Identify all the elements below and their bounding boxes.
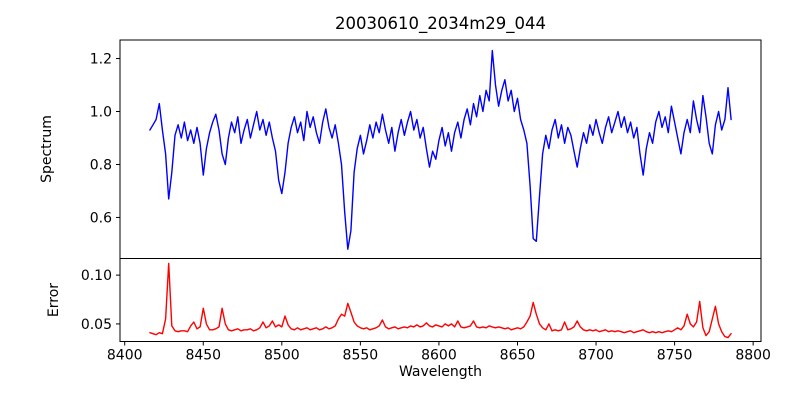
error-x-ticks: 8400 8450 8500 8550 8600 8650 8700 8750 8800 <box>107 341 771 364</box>
spectrum-line <box>149 49 732 250</box>
x-axis-label: Wavelength <box>399 364 482 380</box>
x-tick-label: 8450 <box>185 348 221 364</box>
y-tick-label: 1.2 <box>90 51 112 67</box>
error-line <box>149 262 732 339</box>
spectrum-subplot: 1.2 1.0 0.8 0.6 Spectrum <box>39 39 762 259</box>
x-tick-label: 8700 <box>578 348 614 364</box>
x-tick-label: 8500 <box>264 348 300 364</box>
x-tick-label: 8400 <box>107 348 143 364</box>
spectrum-axes-border <box>119 39 762 259</box>
y-tick-label: 0.10 <box>81 268 112 284</box>
y-tick-label: 0.8 <box>90 157 112 173</box>
y-tick-label: 1.0 <box>90 104 112 120</box>
error-y-axis-label: Error <box>46 283 62 317</box>
error-subplot: 0.10 0.05 8400 8450 8500 8550 8600 8650 8700 875… <box>46 258 771 380</box>
x-tick-label: 8550 <box>343 348 379 364</box>
y-tick-label: 0.6 <box>90 210 112 226</box>
y-tick-label: 0.05 <box>81 317 112 333</box>
x-tick-label: 8650 <box>500 348 536 364</box>
spectrum-y-ticks: 1.2 1.0 0.8 0.6 <box>90 51 120 226</box>
x-tick-label: 8750 <box>657 348 693 364</box>
x-tick-label: 8600 <box>421 348 457 364</box>
error-axes-border <box>119 258 762 342</box>
plot-title: 20030610_2034m29_044 <box>335 14 546 34</box>
x-tick-label: 8800 <box>735 348 771 364</box>
spectrum-y-axis-label: Spectrum <box>39 115 55 183</box>
error-y-ticks: 0.10 0.05 <box>81 268 120 333</box>
